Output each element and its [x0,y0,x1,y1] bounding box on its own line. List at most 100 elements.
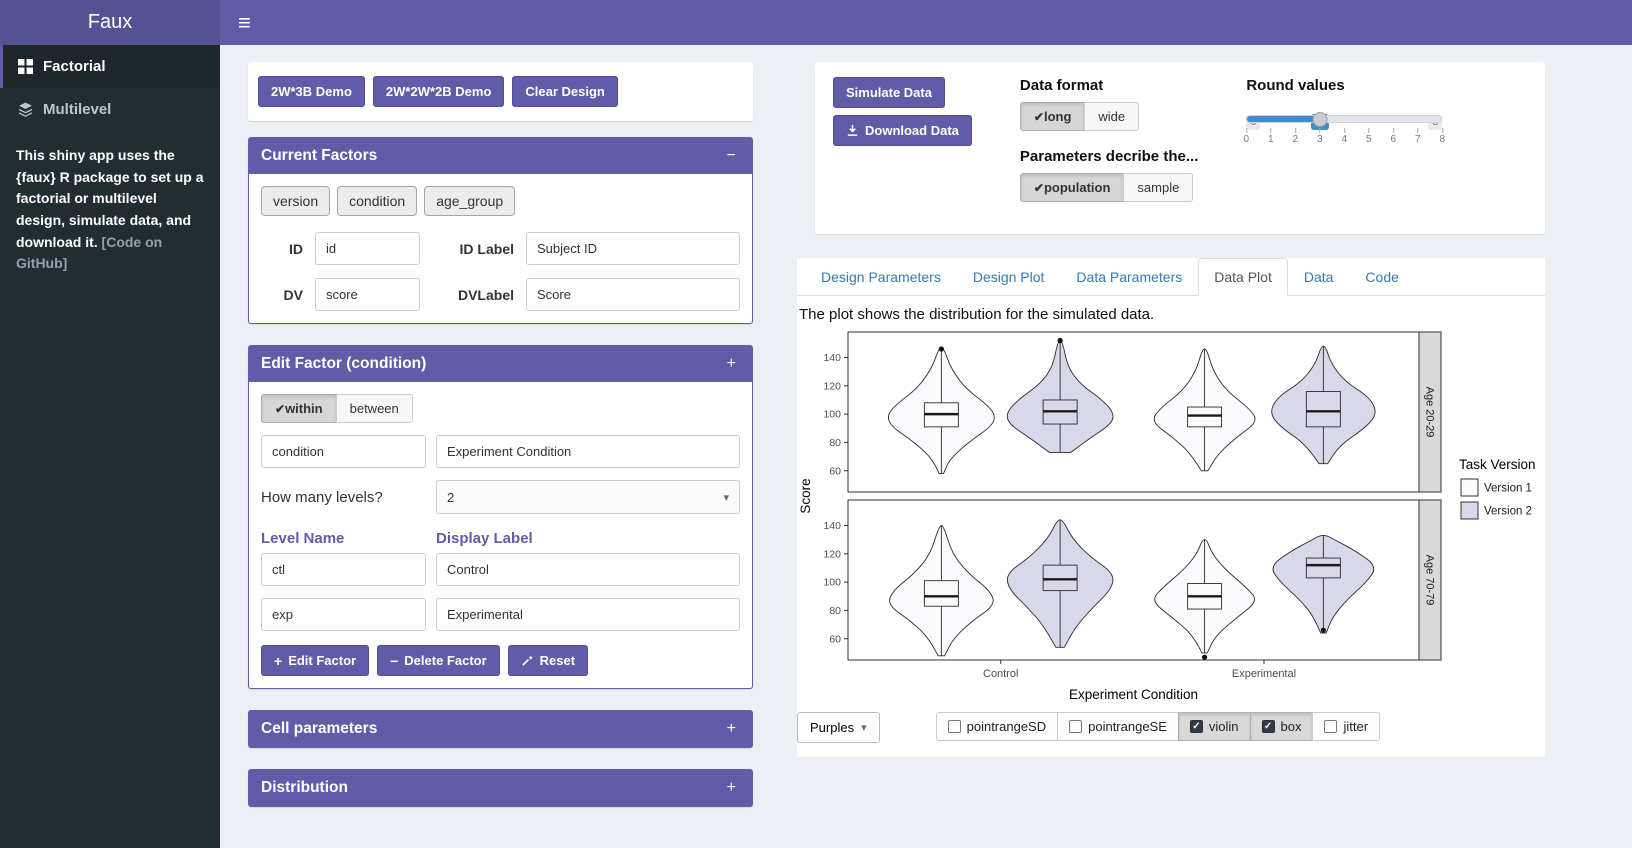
plot-option-pointrangeSE[interactable]: pointrangeSE [1057,712,1179,741]
slider-tick: 3 [1317,128,1323,145]
simulate-data-button[interactable]: Simulate Data [833,77,945,108]
plot-option-jitter[interactable]: jitter [1312,712,1381,741]
factor-chip-age-group[interactable]: age_group [424,186,516,216]
data-format-toggle: long wide [1019,102,1140,131]
x-tick-label: Control [983,668,1018,680]
plot-option-box[interactable]: box [1249,712,1314,741]
level-display-input-1[interactable] [436,598,740,631]
boxplot [1042,564,1078,592]
factor-chip-version[interactable]: version [261,186,331,216]
download-icon [847,124,858,136]
expand-icon[interactable]: + [726,355,736,372]
tab-data-parameters[interactable]: Data Parameters [1076,269,1183,285]
slider-bar [1247,116,1321,122]
cell-parameters-box: Cell parameters + [248,710,753,748]
distribution-box: Distribution + [248,769,753,807]
factor-name-input[interactable] [261,435,426,468]
svg-text:80: 80 [829,605,841,617]
download-data-button[interactable]: Download Data [833,115,972,146]
dv-label-input[interactable] [526,278,740,311]
sample-option[interactable]: sample [1123,173,1194,202]
plot-option-violin[interactable]: violin [1177,712,1251,741]
slider-tick: 0 [1244,128,1249,145]
boxplot [923,580,959,607]
boxplot [1305,391,1341,428]
outlier-point [1320,627,1326,633]
svg-text:80: 80 [829,437,841,449]
svg-text:100: 100 [823,409,841,421]
level-name-input-1[interactable] [261,598,426,631]
edit-factor-header[interactable]: Edit Factor (condition) + [249,346,752,382]
tab-design-parameters[interactable]: Design Parameters [821,269,941,285]
slider-handle[interactable] [1312,112,1328,127]
dv-label-label: DVLabel [457,286,514,303]
level-display-input-0[interactable] [436,553,740,586]
population-option[interactable]: population [1019,173,1125,202]
round-values-slider[interactable]: 0 8 3 0 1 2 3 4 5 6 7 8 [1244,112,1445,175]
level-name-input-0[interactable] [261,553,426,586]
edit-factor-button[interactable]: + Edit Factor [261,645,370,676]
distribution-header[interactable]: Distribution + [249,770,752,806]
id-label-input[interactable] [526,232,740,265]
x-tick-label: Experimental [1232,668,1296,680]
main-content: 2W*3B Demo 2W*2W*2B Demo Clear Design Cu… [220,45,1632,848]
palette-dropdown[interactable]: Purples ▾ [797,712,880,743]
wide-option[interactable]: wide [1084,102,1140,131]
slider-tick: 4 [1342,128,1347,145]
delete-factor-button[interactable]: − Delete Factor [377,645,500,676]
within-option[interactable]: within [261,394,337,423]
slider-tick: 6 [1391,128,1396,145]
plot-caption: The plot shows the distribution for the … [799,306,1155,323]
levels-count-select[interactable]: 2 ▾ [436,480,740,514]
chevron-down-icon: ▾ [861,722,867,734]
slider-track[interactable] [1246,112,1443,127]
svg-text:120: 120 [823,380,841,392]
sidebar-toggle-icon[interactable]: ≡ [238,9,251,35]
id-label-label: ID Label [459,240,514,257]
sidebar-description: This shiny app uses the {faux} R package… [0,131,220,289]
app-logo[interactable]: Faux [0,0,220,45]
plot-option-pointrangeSD[interactable]: pointrangeSD [935,712,1059,741]
svg-text:140: 140 [823,520,841,532]
demo-2w2w2b-button[interactable]: 2W*2W*2B Demo [372,76,505,107]
tab-data[interactable]: Data [1303,269,1334,285]
results-tabs: Design Parameters Design Plot Data Param… [797,258,1545,296]
level-name-header: Level Name [261,530,345,547]
clear-design-button[interactable]: Clear Design [512,76,618,107]
github-link[interactable]: [Code on GitHub] [16,233,163,272]
id-input[interactable] [315,232,420,265]
sidebar-item-factorial[interactable]: Factorial [0,45,220,88]
cell-parameters-header[interactable]: Cell parameters + [249,711,752,747]
plot-option-label: jitter [1343,719,1369,734]
grid-icon [18,59,33,74]
between-option[interactable]: between [335,394,413,423]
boxplot [1305,557,1341,579]
tab-data-plot[interactable]: Data Plot [1198,258,1288,296]
expand-icon[interactable]: + [726,720,736,737]
legend-label: Version 2 [1484,506,1532,518]
tab-design-plot[interactable]: Design Plot [972,269,1045,285]
results-tab-panel: Design Parameters Design Plot Data Param… [797,258,1545,757]
reset-button[interactable]: Reset [507,645,589,676]
display-label-header: Display Label [436,530,533,547]
factor-display-input[interactable] [436,435,740,468]
outlier-point [1057,337,1063,344]
dv-label: DV [283,286,303,303]
button-label: Download Data [865,123,959,138]
tab-code[interactable]: Code [1365,269,1399,285]
minus-icon: − [390,652,399,669]
plot-controls: Purples ▾ pointrangeSD pointrangeSE viol… [797,712,1545,743]
simulate-card: Simulate Data Download Data Data format … [815,62,1545,234]
long-option[interactable]: long [1019,102,1086,131]
current-factors-header[interactable]: Current Factors − [249,138,752,174]
dv-input[interactable] [315,278,420,311]
data-column: Simulate Data Download Data Data format … [797,62,1545,848]
factor-chip-condition[interactable]: condition [337,186,418,216]
demo-2w3b-button[interactable]: 2W*3B Demo [258,76,365,107]
expand-icon[interactable]: + [726,779,736,796]
id-label: ID [289,240,303,257]
sidebar-item-multilevel[interactable]: Multilevel [0,88,220,131]
collapse-icon[interactable]: − [726,147,736,164]
facet-label: Age 20-29 [1424,387,1436,438]
legend-swatch [1460,478,1479,497]
